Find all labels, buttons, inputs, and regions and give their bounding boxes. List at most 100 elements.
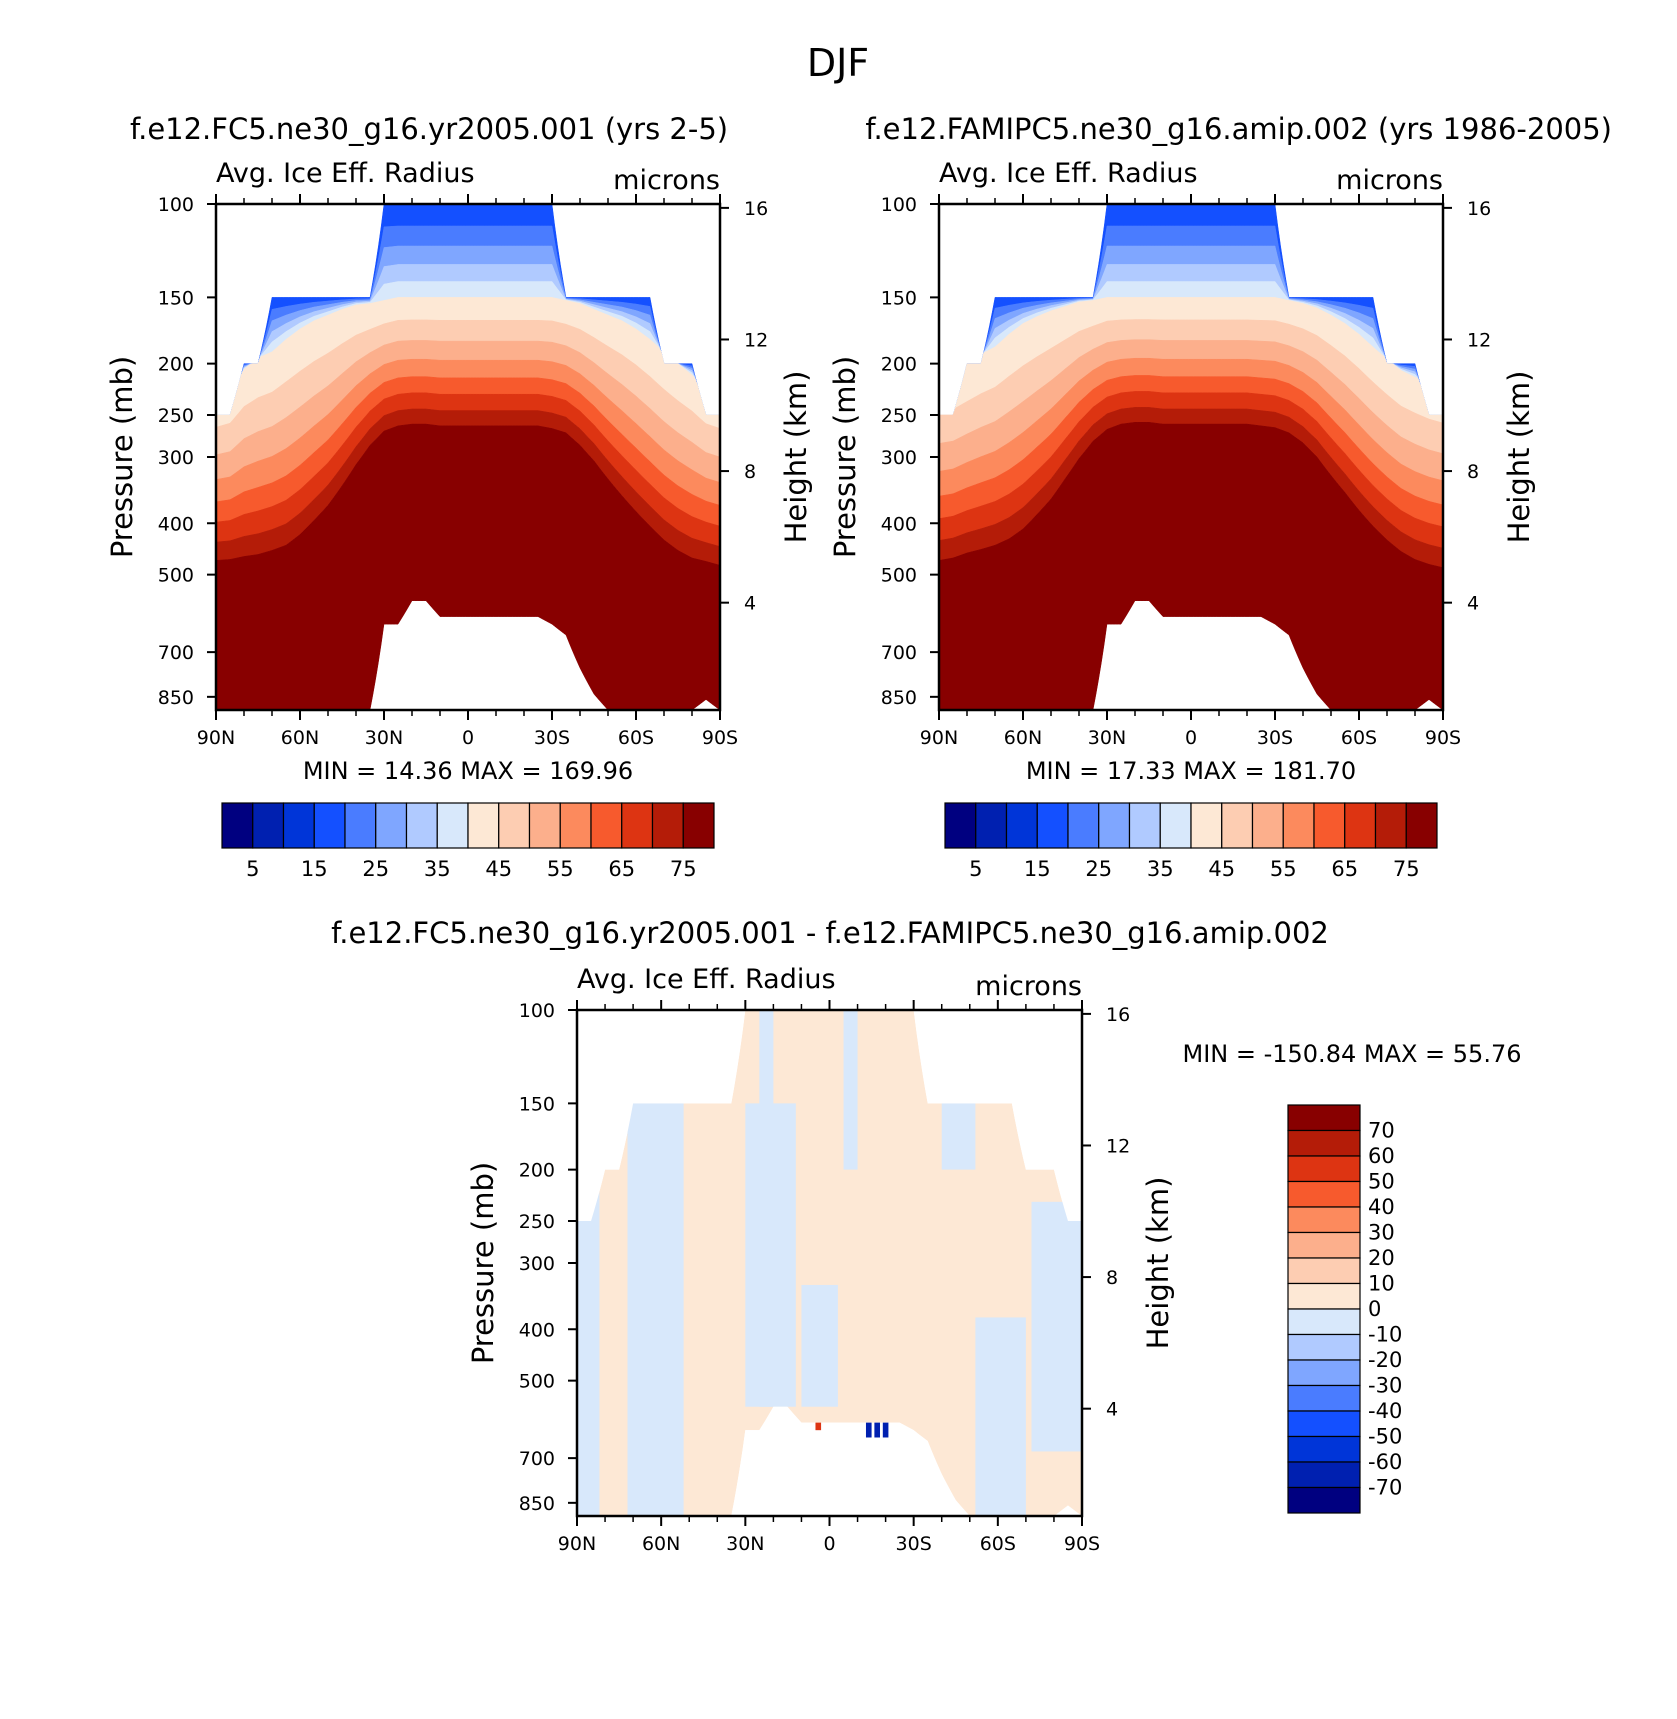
colorbar-swatch (375, 802, 408, 849)
pressure-tick-label: 200 (158, 354, 194, 376)
contour-band-negative (801, 1284, 838, 1407)
colorbar-label: -20 (1368, 1348, 1402, 1372)
pressure-tick-label: 700 (158, 642, 194, 664)
pressure-tick-label: 400 (881, 513, 917, 535)
colorbar-label: -30 (1368, 1374, 1402, 1398)
variable-label: Avg. Ice Eff. Radius (216, 158, 475, 189)
contour-band-max (216, 423, 720, 710)
contour-field (577, 1010, 1082, 1516)
lat-tick-label: 30S (534, 727, 570, 749)
stats-label: MIN = -150.84 MAX = 55.76 (1182, 1040, 1521, 1068)
missing-mask-surface (577, 1406, 1082, 1516)
height-tick-label: 12 (1106, 1135, 1130, 1157)
contour-band-negative (975, 1317, 1026, 1516)
height-tick-label: 8 (1106, 1267, 1118, 1289)
colorbar-swatch (405, 802, 438, 849)
colorbar-swatch (1098, 802, 1131, 849)
y-axis-label: Pressure (mb) (828, 356, 862, 558)
colorbar-swatch (282, 802, 315, 849)
colorbar-swatch (651, 802, 684, 849)
colorbar-label: 35 (1147, 857, 1174, 881)
lat-tick-label: 30N (365, 727, 403, 749)
colorbar-swatch (1287, 1104, 1361, 1132)
pressure-tick-label: 150 (881, 287, 917, 309)
height-tick-label: 16 (1106, 1004, 1130, 1026)
colorbar-label: 75 (670, 857, 697, 881)
pressure-axis: 100 150 200 250 300 400 500 700 850 (519, 1000, 577, 1515)
colorbar-swatch (1067, 802, 1100, 849)
colorbar-label: 75 (1393, 857, 1420, 881)
pressure-tick-label: 850 (158, 687, 194, 709)
lat-tick-label: 60N (281, 727, 319, 749)
pressure-tick-label: 100 (158, 194, 194, 216)
colorbar-swatch (1287, 1384, 1361, 1412)
colorbar-swatch (221, 802, 254, 849)
colorbar-label: 15 (301, 857, 328, 881)
height-tick-label: 12 (744, 329, 768, 351)
colorbar-label: 55 (547, 857, 574, 881)
latitude-axis: 90N 60N 30N 0 30S 60S 90S (197, 194, 738, 749)
lat-tick-label: 60N (642, 1533, 680, 1555)
colorbar-label: 45 (1208, 857, 1235, 881)
colorbar-label: 65 (1331, 857, 1358, 881)
colorbar-swatch (1221, 802, 1254, 849)
colorbar-label: 35 (424, 857, 451, 881)
pressure-tick-label: 400 (158, 513, 194, 535)
pressure-tick-label: 500 (158, 565, 194, 587)
colorbar-swatch (590, 802, 623, 849)
pressure-tick-label: 250 (881, 405, 917, 427)
pressure-tick-label: 300 (158, 447, 194, 469)
colorbar-swatch (1287, 1359, 1361, 1387)
pressure-tick-label: 850 (519, 1493, 555, 1515)
panel-title: f.e12.FAMIPC5.ne30_g16.amip.002 (yrs 198… (865, 112, 1612, 146)
colorbar-swatch (944, 802, 977, 849)
colorbar-swatch (1287, 1231, 1361, 1259)
height-axis: 16 12 8 4 (1443, 198, 1491, 615)
variable-label: Avg. Ice Eff. Radius (577, 964, 836, 995)
contour-field (939, 204, 1443, 710)
colorbar-swatch (1405, 802, 1438, 849)
colorbar-label: 45 (485, 857, 512, 881)
colorbar-label: 60 (1368, 1144, 1395, 1168)
colorbar-label: 20 (1368, 1246, 1395, 1270)
pressure-tick-label: 100 (881, 194, 917, 216)
colorbar-swatch (467, 802, 500, 849)
height-axis: 16 12 8 4 (1082, 1004, 1130, 1421)
contour-band-negative (627, 1103, 684, 1516)
colorbar-swatch (1287, 1435, 1361, 1463)
colorbar-swatch (621, 802, 654, 849)
missing-mask-top (577, 1010, 1082, 1222)
pressure-tick-label: 700 (519, 1448, 555, 1470)
lat-tick-label: 30S (1257, 727, 1293, 749)
colorbar-swatch (975, 802, 1008, 849)
panel-title: f.e12.FC5.ne30_g16.yr2005.001 - f.e12.FA… (331, 916, 1329, 950)
colorbar-swatch (1287, 1282, 1361, 1310)
colorbar-swatch (1282, 802, 1315, 849)
colorbar-swatch (1036, 802, 1069, 849)
contour-field (216, 204, 720, 710)
colorbar-label: 25 (1085, 857, 1112, 881)
height-tick-label: 8 (744, 461, 756, 483)
pressure-tick-label: 500 (881, 565, 917, 587)
colorbar-swatch (1287, 1461, 1361, 1489)
pressure-tick-label: 200 (881, 354, 917, 376)
stats-label: MIN = 17.33 MAX = 181.70 (1026, 757, 1356, 785)
lat-tick-label: 30N (726, 1533, 764, 1555)
colorbar-swatch (1005, 802, 1038, 849)
colorbar-label: 0 (1368, 1297, 1381, 1321)
panel-bottom-diff: f.e12.FC5.ne30_g16.yr2005.001 - f.e12.FA… (331, 916, 1521, 1555)
colorbar-swatch (1344, 802, 1377, 849)
colorbar-label: 10 (1368, 1272, 1395, 1296)
y2-axis-label: Height (km) (1141, 1177, 1175, 1350)
lat-tick-label: 0 (1185, 727, 1197, 749)
colorbar-swatch (1287, 1180, 1361, 1208)
panel-title: f.e12.FC5.ne30_g16.yr2005.001 (yrs 2-5) (130, 112, 728, 146)
height-tick-label: 4 (1106, 1399, 1118, 1421)
lat-tick-label: 90S (1064, 1533, 1100, 1555)
lat-tick-label: 30N (1088, 727, 1126, 749)
colorbar-swatch (1287, 1257, 1361, 1285)
pressure-tick-label: 500 (519, 1371, 555, 1393)
colorbar-label: 30 (1368, 1221, 1395, 1245)
pressure-axis: 100 150 200 250 300 400 500 700 850 (881, 194, 939, 709)
y2-axis-label: Height (km) (779, 371, 813, 544)
